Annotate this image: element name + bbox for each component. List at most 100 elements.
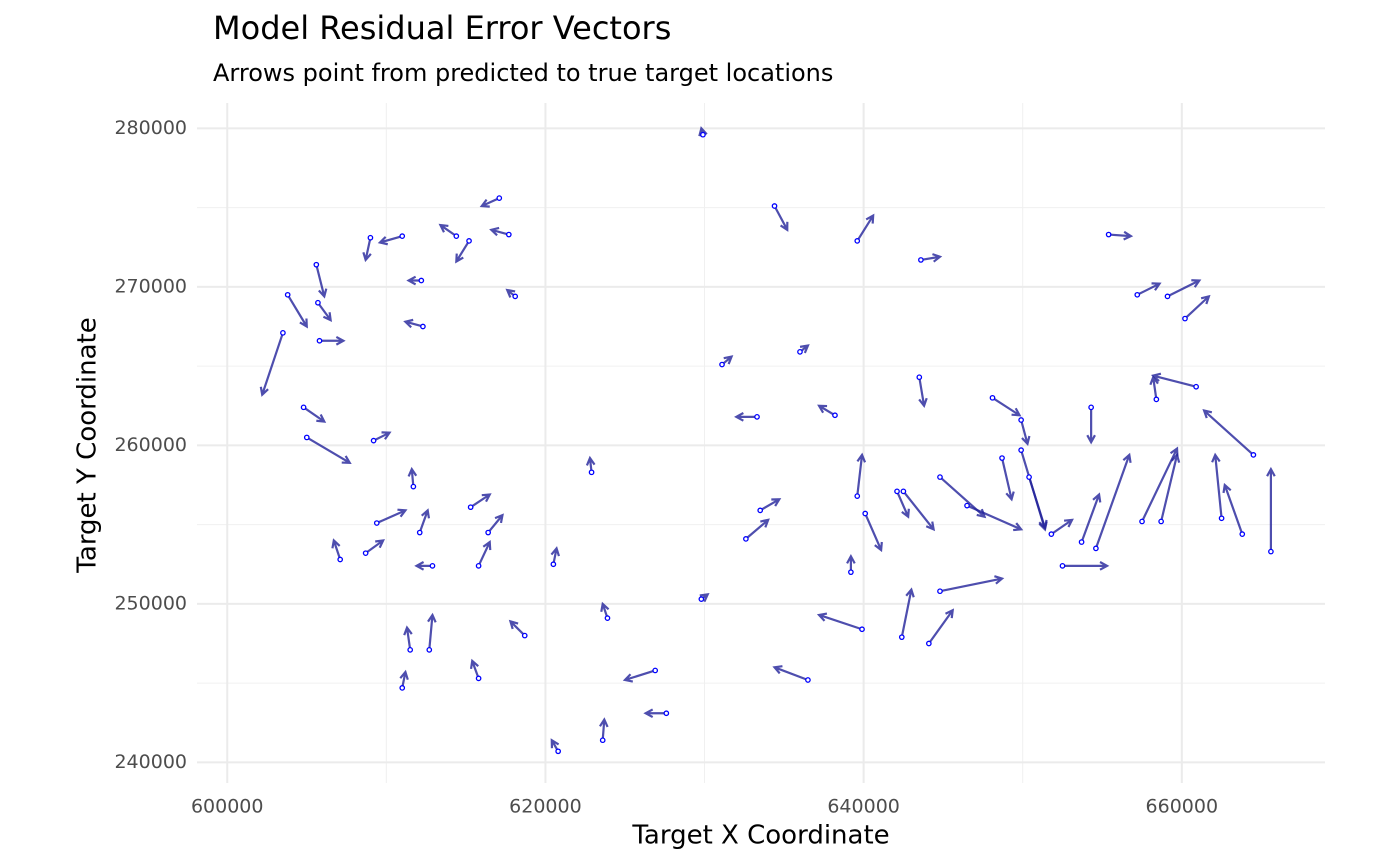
error-vector [317, 302, 332, 323]
predicted-point [399, 233, 406, 239]
error-vector [1184, 294, 1211, 320]
predicted-point [604, 615, 611, 622]
predicted-point [1164, 293, 1171, 300]
predicted-point [916, 374, 923, 381]
predicted-point [512, 293, 519, 300]
error-vector [734, 412, 758, 422]
predicted-point [754, 413, 760, 420]
error-vector [902, 490, 936, 532]
predicted-point [362, 550, 369, 557]
error-vector [1222, 482, 1244, 535]
x-axis-title: Target X Coordinate [631, 821, 889, 851]
predicted-point [698, 596, 705, 602]
error-vector [745, 518, 770, 540]
predicted-point [719, 361, 725, 368]
predicted-point [805, 677, 811, 683]
x-tick-label: 620000 [509, 796, 582, 818]
error-vector [599, 717, 609, 741]
error-vector [856, 452, 867, 497]
error-vector [1050, 518, 1074, 536]
error-vector [487, 513, 504, 534]
predicted-point [370, 437, 377, 444]
predicted-point [599, 737, 606, 744]
predicted-point [854, 238, 861, 244]
error-vector [376, 508, 408, 525]
error-vector [1094, 452, 1132, 549]
predicted-point [1026, 474, 1032, 480]
error-vector [489, 226, 510, 237]
error-vector [927, 608, 955, 645]
error-vector [1000, 457, 1015, 502]
x-tick-label: 600000 [191, 796, 264, 818]
predicted-point [373, 520, 380, 526]
error-vector [479, 197, 500, 208]
predicted-point [1139, 518, 1145, 525]
error-vector [1136, 282, 1162, 296]
predicted-point [407, 647, 414, 653]
error-vector [477, 539, 492, 567]
predicted-point [300, 404, 307, 411]
error-vector [373, 431, 392, 442]
predicted-point [999, 455, 1005, 461]
error-vector [286, 294, 308, 329]
predicted-point [280, 329, 286, 336]
predicted-point [964, 502, 970, 509]
error-vector [1141, 446, 1179, 522]
predicted-point [416, 529, 423, 536]
predicted-point [303, 434, 310, 441]
error-vector [1020, 419, 1031, 447]
predicted-point [496, 195, 503, 201]
predicted-point [937, 474, 943, 480]
predicted-point [832, 412, 838, 419]
predicted-point [1018, 417, 1024, 423]
predicted-point [429, 562, 436, 569]
predicted-point [316, 337, 323, 344]
predicted-point [1153, 396, 1160, 403]
predicted-point [848, 569, 854, 576]
predicted-point [1239, 531, 1246, 537]
x-tick-label: 640000 [827, 796, 900, 818]
predicted-point [797, 349, 803, 355]
error-vector [315, 264, 328, 299]
predicted-point [399, 685, 406, 691]
error-vector [856, 213, 875, 242]
predicted-point [1105, 231, 1112, 238]
y-tick-label: 240000 [114, 751, 187, 773]
predicted-point [505, 231, 512, 238]
predicted-point [743, 536, 749, 542]
predicted-point [453, 233, 460, 239]
predicted-point [1182, 315, 1188, 322]
error-vector [407, 466, 418, 487]
predicted-point [894, 488, 900, 495]
error-vector [364, 539, 386, 555]
predicted-point [898, 634, 905, 641]
error-vector [427, 612, 437, 650]
error-vector [816, 612, 863, 631]
predicted-point [1059, 562, 1066, 569]
error-vector [455, 240, 470, 264]
predicted-point [1193, 383, 1199, 390]
error-vector [1211, 452, 1223, 519]
predicted-point [467, 504, 474, 511]
chart-subtitle: Arrows point from predicted to true targ… [213, 59, 833, 87]
predicted-point [410, 483, 417, 490]
predicted-point [426, 647, 433, 653]
predicted-point [475, 675, 482, 682]
error-vector [302, 406, 327, 423]
predicted-point [989, 394, 996, 401]
error-vector [469, 658, 480, 679]
error-vector [319, 335, 346, 346]
predicted-point [1048, 531, 1055, 537]
predicted-point [337, 556, 344, 563]
error-vector [1080, 492, 1102, 543]
error-vector [920, 253, 943, 263]
predicted-point [700, 131, 706, 138]
error-vector [438, 223, 457, 238]
predicted-point [663, 710, 670, 717]
x-tick-label: 660000 [1146, 796, 1219, 818]
predicted-point [862, 510, 869, 517]
error-vector [772, 665, 809, 681]
error-vector [1028, 476, 1048, 530]
predicted-point [555, 748, 562, 755]
